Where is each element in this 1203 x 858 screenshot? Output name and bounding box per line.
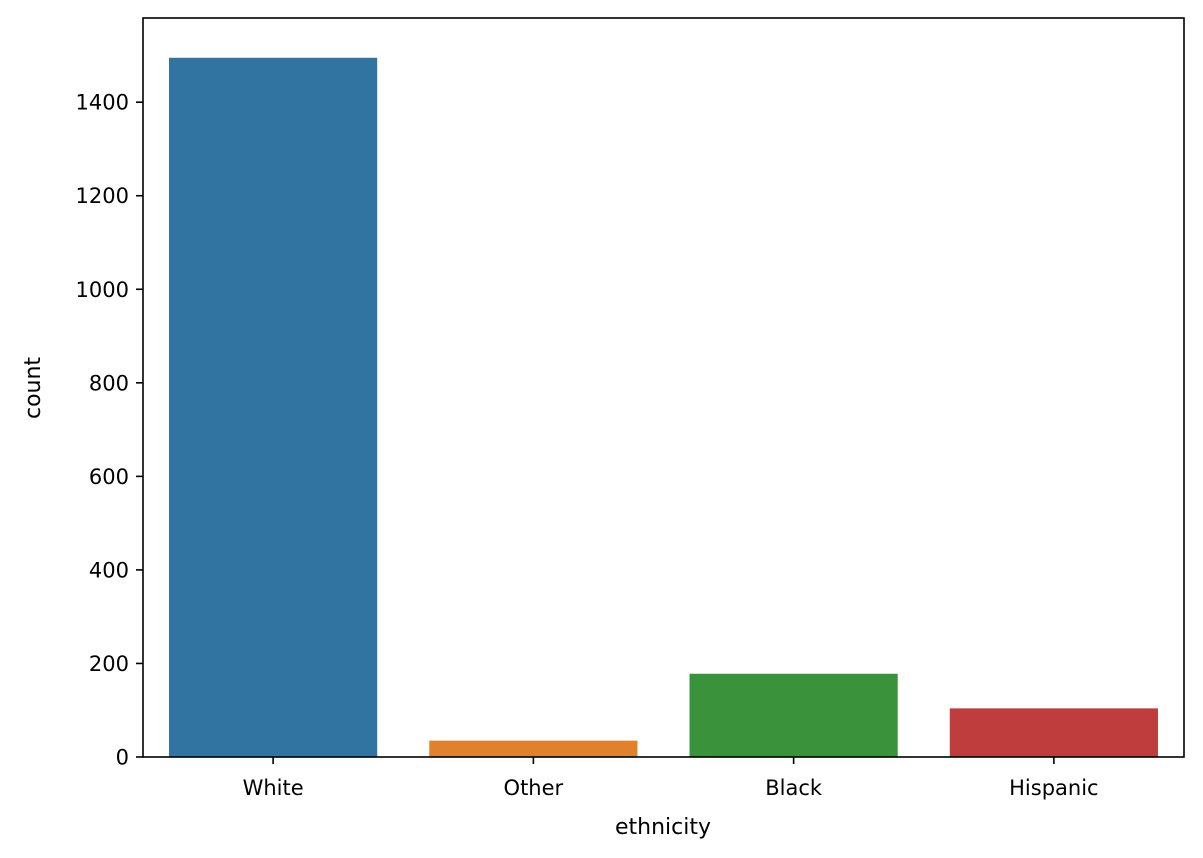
x-tick-label: Other [504, 776, 564, 800]
y-tick-label: 1400 [76, 91, 129, 115]
y-axis-label: count [21, 357, 46, 419]
y-tick-label: 400 [89, 558, 129, 582]
y-tick-label: 600 [89, 465, 129, 489]
y-tick-label: 1200 [76, 184, 129, 208]
x-ticks-group: White Other Black Hispanic [243, 757, 1099, 800]
y-tick-label: 800 [89, 371, 129, 395]
x-axis-label: ethnicity [615, 815, 711, 840]
plot-frame [142, 17, 1185, 758]
x-tick-label: Black [765, 776, 823, 800]
bar-hispanic [949, 708, 1158, 757]
y-ticks-group: 0 200 400 600 800 1000 1200 1400 [76, 91, 143, 770]
x-tick-label: White [243, 776, 304, 800]
x-tick-label: Hispanic [1009, 776, 1098, 800]
y-tick-label: 0 [116, 746, 129, 770]
y-tick-label: 1000 [76, 278, 129, 302]
bar-other [429, 740, 638, 757]
bars-group [169, 57, 1158, 757]
y-tick-label: 200 [89, 652, 129, 676]
bar-black [689, 673, 898, 757]
bar-white [169, 57, 378, 757]
